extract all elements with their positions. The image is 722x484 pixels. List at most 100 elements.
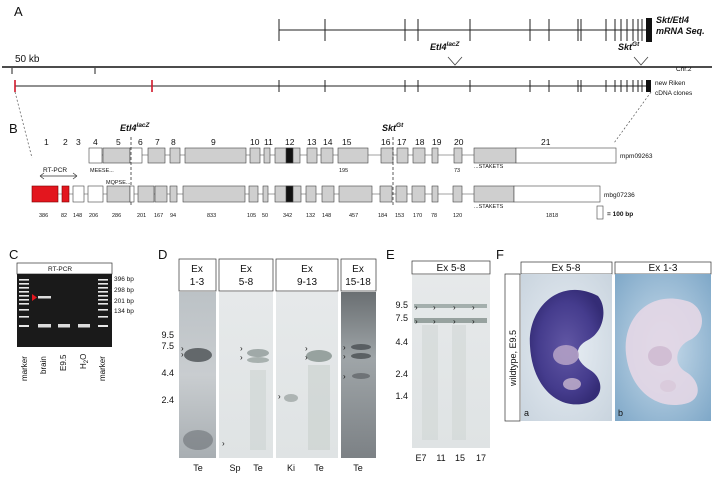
svg-text:›: › <box>415 317 418 326</box>
svg-text:134 bp: 134 bp <box>114 308 134 315</box>
d-arrowheads: ›› ›› › › ›› ››› <box>181 343 346 448</box>
gel-size-labels: 396 bp 298 bp 201 bp 134 bp <box>114 276 134 315</box>
svg-text:78: 78 <box>431 213 437 219</box>
svg-text:457: 457 <box>349 213 358 219</box>
svg-text:9: 9 <box>211 137 216 147</box>
svg-text:›: › <box>181 350 184 359</box>
c-title: RT-PCR <box>48 266 72 273</box>
label-73: 73 <box>454 168 460 174</box>
svg-text:11: 11 <box>264 137 273 147</box>
svg-text:›: › <box>433 303 436 312</box>
svg-text:21: 21 <box>541 137 551 147</box>
panel-b-letter: B <box>9 121 18 136</box>
svg-text:Ki: Ki <box>287 463 295 473</box>
svg-text:2.4: 2.4 <box>161 395 174 405</box>
svg-text:marker: marker <box>20 356 29 381</box>
clones-label-2: cDNA clones <box>655 90 693 97</box>
clone1-exons <box>88 147 617 164</box>
clone1-label: mpm09263 <box>620 153 653 160</box>
svg-text:5-8: 5-8 <box>239 277 254 288</box>
svg-text:206: 206 <box>89 213 98 219</box>
svg-text:Sp: Sp <box>229 463 240 473</box>
svg-text:›: › <box>343 343 346 352</box>
svg-text:132: 132 <box>306 213 315 219</box>
svg-text:Te: Te <box>193 463 203 473</box>
svg-text:1-3: 1-3 <box>190 277 205 288</box>
etl4-lacz-label: Etl4lacZ <box>430 41 461 52</box>
gel-marker-bands <box>19 279 108 327</box>
svg-text:›: › <box>240 344 243 353</box>
e-size-markers: 9.5 7.5 4.4 2.4 1.4 <box>395 300 408 401</box>
svg-text:›: › <box>278 392 281 401</box>
h2o-label: H2O <box>79 354 90 369</box>
stakets-label-1: ...STAKETS <box>474 164 504 170</box>
svg-text:298 bp: 298 bp <box>114 287 134 294</box>
svg-text:1.4: 1.4 <box>395 391 408 401</box>
svg-text:›: › <box>453 303 456 312</box>
svg-text:9.5: 9.5 <box>161 330 174 340</box>
red-arrowhead <box>32 294 37 301</box>
scale-label: 50 kb <box>15 54 40 65</box>
svg-text:9.5: 9.5 <box>395 300 408 310</box>
svg-text:E9.5: E9.5 <box>59 354 68 371</box>
mqpse-label: MQPSE... <box>106 180 131 186</box>
svg-text:396 bp: 396 bp <box>114 276 134 283</box>
chromosome-label: Chr.2 <box>676 66 692 73</box>
panel-e-letter: E <box>386 247 395 262</box>
mrna-label: Skt/Etl4 <box>656 15 689 25</box>
svg-text:9-13: 9-13 <box>297 277 317 288</box>
svg-text:15-18: 15-18 <box>345 277 371 288</box>
panel-c: C RT-PCR 396 bp 298 bp 201 bp 134 bp <box>9 247 134 381</box>
svg-text:Ex: Ex <box>301 264 313 275</box>
svg-text:167: 167 <box>154 213 163 219</box>
rtpcr-label: RT-PCR <box>43 167 67 174</box>
svg-text:›: › <box>181 344 184 353</box>
panel-f-letter: F <box>496 247 504 262</box>
svg-text:Ex: Ex <box>240 264 252 275</box>
mrna-exon-ticks <box>278 18 652 42</box>
svg-text:105: 105 <box>247 213 256 219</box>
f-sub-b: b <box>618 408 623 418</box>
svg-text:18: 18 <box>415 137 425 147</box>
svg-text:7.5: 7.5 <box>395 313 408 323</box>
e-lane-labels: E7 11 15 17 <box>415 453 486 463</box>
svg-text:›: › <box>433 317 436 326</box>
svg-text:184: 184 <box>378 213 387 219</box>
svg-text:›: › <box>305 353 308 362</box>
svg-text:5: 5 <box>116 137 121 147</box>
svg-text:14: 14 <box>323 137 333 147</box>
svg-text:201: 201 <box>137 213 146 219</box>
panel-c-letter: C <box>9 247 18 262</box>
f-side-label: wildtype, E9.5 <box>508 330 518 387</box>
panel-e: E Ex 5-8 9.5 7.5 4.4 2.4 1.4 ›› ›› ›› ››… <box>386 247 491 463</box>
clone2-label: mbg07236 <box>604 192 635 199</box>
svg-text:153: 153 <box>395 213 404 219</box>
svg-text:4: 4 <box>93 137 98 147</box>
svg-text:17: 17 <box>476 453 486 463</box>
label-195: 195 <box>339 168 348 174</box>
svg-text:342: 342 <box>283 213 292 219</box>
stakets-label-2: ...STAKETS <box>474 204 504 210</box>
svg-text:12: 12 <box>285 137 295 147</box>
svg-text:2: 2 <box>63 137 68 147</box>
svg-text:8: 8 <box>171 137 176 147</box>
svg-text:148: 148 <box>73 213 82 219</box>
svg-text:13: 13 <box>307 137 317 147</box>
svg-text:E7: E7 <box>415 453 426 463</box>
svg-text:Te: Te <box>253 463 263 473</box>
svg-text:4.4: 4.4 <box>161 368 174 378</box>
panel-d: D Ex 1-3 Ex 5-8 Ex 9-13 Ex 15-18 <box>158 247 377 473</box>
scale-box <box>596 205 604 220</box>
svg-text:Te: Te <box>314 463 324 473</box>
svg-text:›: › <box>415 303 418 312</box>
svg-text:Ex: Ex <box>352 264 364 275</box>
svg-text:›: › <box>222 439 225 448</box>
svg-text:2.4: 2.4 <box>395 369 408 379</box>
svg-text:19: 19 <box>432 137 442 147</box>
svg-text:11: 11 <box>436 453 445 463</box>
svg-text:›: › <box>305 344 308 353</box>
svg-text:3: 3 <box>76 137 81 147</box>
d-headers: Ex 1-3 Ex 5-8 Ex 9-13 Ex 15-18 <box>178 258 377 292</box>
b-skt-label: SktGt <box>382 122 404 133</box>
